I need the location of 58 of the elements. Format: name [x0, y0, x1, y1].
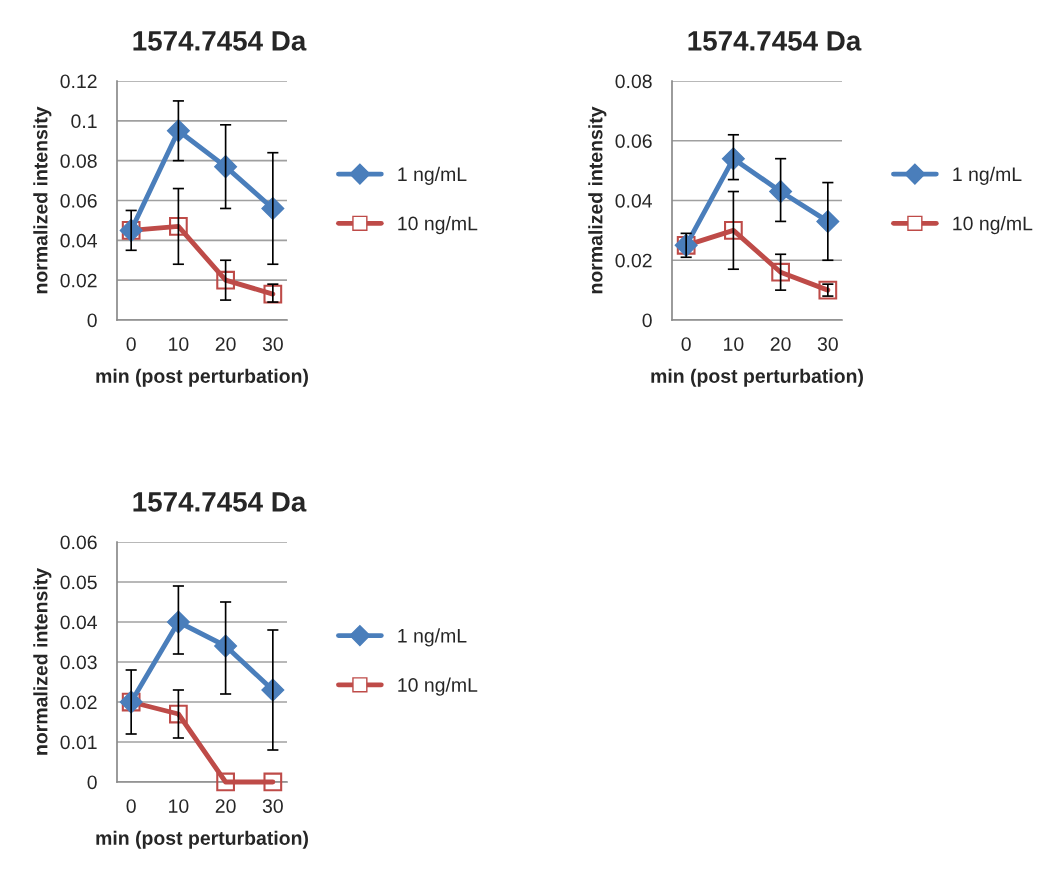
point — [724, 221, 743, 240]
y-axis-title: normalized intensity — [588, 106, 607, 294]
point — [721, 147, 745, 171]
y-tick-label: 0.04 — [60, 615, 97, 630]
x-tick-label: 20 — [215, 337, 236, 351]
legend-label: 1 ng/mL — [398, 166, 467, 185]
chart-title: 1574.7454 Da — [133, 31, 307, 51]
legend-label: 1 ng/mL — [398, 628, 467, 647]
y-tick-label: 0.06 — [615, 134, 652, 148]
x-axis-title: min (post perturbation) — [651, 368, 863, 387]
y-tick-label: 0.08 — [60, 154, 97, 168]
point — [771, 262, 790, 282]
chart-title: 1574.7454 Da — [688, 31, 862, 51]
x-tick-label: 30 — [262, 799, 283, 813]
point — [166, 610, 190, 634]
y-axis-title: normalized intensity — [33, 568, 52, 755]
y-axis-title: normalized intensity — [33, 106, 52, 294]
legend-label: 10 ng/mL — [398, 216, 478, 235]
y-tick-label: 0.12 — [60, 74, 97, 89]
x-tick-label: 0 — [126, 799, 136, 813]
point — [169, 217, 188, 236]
point — [166, 119, 190, 143]
legend-label: 10 ng/mL — [398, 677, 478, 696]
x-axis-title: min (post perturbation) — [96, 830, 308, 849]
y-tick-label: 0.04 — [60, 233, 97, 248]
x-tick-label: 20 — [215, 799, 236, 813]
x-tick-label: 0 — [126, 337, 136, 351]
y-tick-label: 0.04 — [615, 193, 652, 208]
x-tick-label: 0 — [681, 337, 691, 351]
point — [216, 270, 235, 290]
y-tick-label: 0.03 — [60, 655, 97, 670]
y-tick-label: 0.06 — [60, 535, 97, 550]
x-tick-label: 10 — [169, 337, 189, 351]
y-tick-label: 0.08 — [615, 74, 652, 89]
point — [169, 704, 188, 724]
legend-label: 10 ng/mL — [953, 216, 1033, 235]
y-tick-label: 0.05 — [60, 575, 97, 590]
x-tick-label: 30 — [817, 337, 838, 351]
x-tick-label: 30 — [262, 337, 283, 351]
point — [214, 155, 238, 179]
chart-title: 1574.7454 Da — [133, 492, 307, 512]
legend-label: 1 ng/mL — [953, 166, 1022, 185]
point — [214, 634, 238, 658]
y-tick-label: 0 — [87, 313, 97, 328]
y-tick-label: 0 — [87, 775, 97, 790]
point — [216, 772, 235, 792]
x-tick-label: 20 — [770, 337, 791, 351]
y-tick-label: 0.02 — [615, 253, 652, 268]
x-axis-title: min (post perturbation) — [96, 368, 308, 387]
y-tick-label: 0.06 — [60, 193, 97, 208]
y-tick-label: 0.01 — [60, 735, 97, 750]
y-tick-label: 0 — [642, 313, 652, 328]
y-tick-label: 0.02 — [60, 273, 97, 288]
y-tick-label: 0.02 — [60, 695, 97, 710]
point — [263, 772, 283, 792]
x-tick-label: 10 — [169, 799, 189, 813]
y-tick-label: 0.1 — [71, 114, 97, 129]
x-tick-label: 10 — [724, 337, 744, 351]
